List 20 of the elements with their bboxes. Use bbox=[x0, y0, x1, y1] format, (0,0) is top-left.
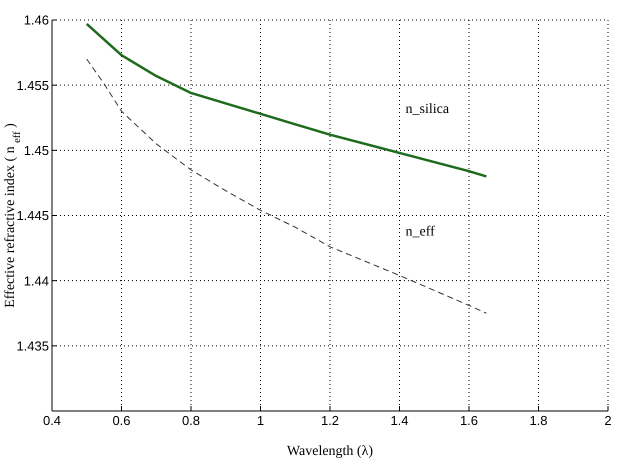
x-tick-label: 1.6 bbox=[460, 413, 478, 428]
x-tick-label: 2 bbox=[604, 413, 612, 428]
y-tick-label: 1.44 bbox=[24, 273, 49, 288]
y-tick-label: 1.46 bbox=[24, 12, 49, 28]
x-tick-label: 1 bbox=[256, 413, 264, 428]
x-tick-label: 1.2 bbox=[320, 413, 340, 428]
x-axis-title: Wavelength (λ) bbox=[286, 444, 374, 459]
x-tick-label: 0.4 bbox=[42, 413, 62, 428]
y-tick-label: 1.445 bbox=[16, 208, 49, 224]
line-series bbox=[86, 22, 488, 178]
line-series bbox=[86, 58, 487, 314]
x-tick-label: 0.6 bbox=[112, 413, 131, 428]
text: n_eff bbox=[406, 224, 436, 240]
y-tick-label: 1.435 bbox=[16, 338, 49, 354]
y-tick-label: 1.455 bbox=[16, 78, 49, 93]
text: n_silica bbox=[406, 102, 450, 117]
y-tick-label: 1.45 bbox=[24, 142, 49, 158]
x-tick-label: 1.8 bbox=[529, 413, 548, 428]
x-tick-label: 1.4 bbox=[390, 413, 409, 428]
x-tick-label: 0.8 bbox=[182, 413, 200, 428]
